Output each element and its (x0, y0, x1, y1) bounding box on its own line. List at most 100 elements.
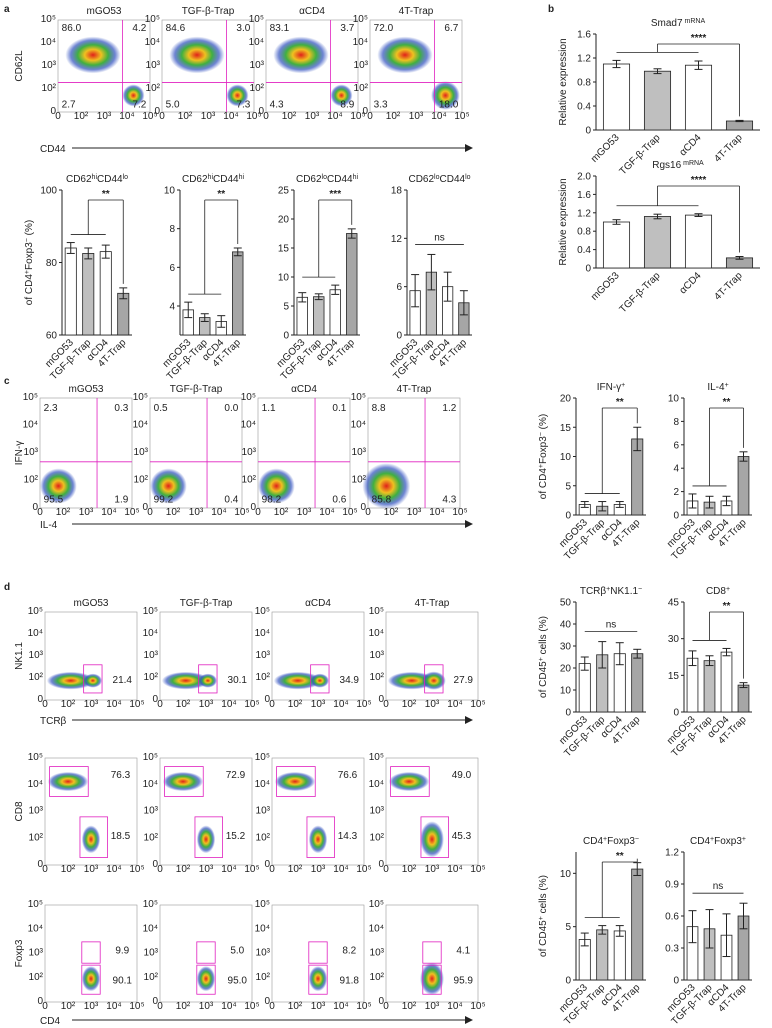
flow-density (150, 468, 187, 504)
y-tick-label: 10 (278, 273, 290, 284)
gate-label: 0.6 (332, 495, 346, 506)
flow-tick-label: 10⁴ (255, 779, 270, 790)
y-tick-label: 10 (560, 686, 572, 697)
panel-label: a (4, 4, 10, 15)
flow-density (388, 771, 430, 792)
flow-tick-label: 10⁴ (447, 864, 462, 875)
flow-tick-label: 10⁴ (221, 699, 236, 710)
flow-tick-label: 10³ (407, 507, 422, 518)
flow-tick-label: 10³ (311, 1001, 326, 1012)
flow-tick-label: 0 (362, 106, 368, 117)
error-bar (119, 287, 128, 300)
error-bar (612, 59, 621, 69)
flow-tick-label: 10² (144, 972, 159, 983)
flow-y-label: IFN-γ (14, 441, 25, 465)
flow-tick-label: 10⁵ (351, 392, 366, 403)
chart-title-part: mRNA (681, 160, 704, 167)
flow-x-label: CD4 (40, 1016, 60, 1027)
flow-tick-label: 0 (383, 864, 389, 875)
bar (737, 684, 750, 713)
y-tick-label: 30 (668, 634, 680, 645)
flow-tick-label: 10³ (84, 699, 99, 710)
flow-tick-label: 10⁵ (129, 1001, 144, 1012)
error-bar (705, 495, 714, 509)
flow-tick-label: 10⁵ (454, 111, 469, 122)
gate-label: 5.0 (230, 946, 244, 957)
y-axis-label-part: of CD4 (24, 274, 35, 306)
flow-tick-label: 10⁵ (244, 1001, 259, 1012)
flow-density (46, 671, 95, 690)
chart-title-part: lo (123, 174, 129, 181)
flow-tick-label: 0 (365, 507, 371, 518)
gate-label: 85.8 (372, 495, 392, 506)
significance-label: ** (616, 851, 624, 862)
flow-tick-label: 10² (384, 507, 399, 518)
flow-tick-label: 10² (282, 111, 297, 122)
gate-label: 1.2 (442, 403, 456, 414)
error-bar (653, 68, 662, 75)
flow-tick-label: 10⁴ (353, 37, 368, 48)
flow-density (258, 468, 295, 504)
chart-title-part: hi (353, 174, 359, 181)
flow-tick-label: 10⁴ (333, 864, 348, 875)
chart-title-part: + (725, 382, 729, 389)
y-tick-label: 6 (673, 440, 679, 451)
error-bar (739, 451, 748, 462)
chart-title-part: TCRβ (580, 586, 607, 597)
x-tick-label: 4T-Trap (712, 270, 745, 303)
bar (737, 456, 750, 516)
gate (306, 816, 335, 858)
error-bar (633, 862, 642, 876)
gate-label: 4.2 (132, 23, 146, 34)
error-bar (694, 60, 703, 70)
flow-tick-label: 0 (147, 507, 153, 518)
flow-tick-label: 0 (37, 694, 43, 705)
flow-tick-label: 10⁴ (143, 923, 158, 934)
flow-tick-label: 10⁵ (470, 1001, 485, 1012)
flow-tick-label: 10² (288, 1001, 303, 1012)
gate (196, 964, 216, 995)
y-tick-label: 1.2 (665, 848, 679, 859)
y-axis-label: of CD4+Foxp3− (%) (24, 220, 36, 305)
flow-tick-label: 10² (402, 1001, 417, 1012)
gate-label: 27.9 (454, 675, 474, 686)
bar (631, 653, 644, 713)
flow-tick-label: 10³ (256, 948, 271, 959)
error-bar (580, 656, 589, 671)
flow-tick-label: 10³ (134, 447, 149, 458)
gate-label: 72.0 (374, 23, 394, 34)
flow-density (273, 671, 322, 690)
chart-title-part: CD44 (97, 174, 123, 185)
y-tick-label: 0.6 (665, 912, 679, 923)
flow-tick-label: 10⁴ (143, 628, 158, 639)
flow-density (377, 36, 433, 74)
flow-density (226, 84, 249, 107)
flow-tick-label: 10⁴ (106, 864, 121, 875)
flow-title: mGO53 (73, 598, 108, 609)
y-tick-label: 0 (673, 511, 679, 522)
flow-density (420, 821, 444, 858)
y-axis-label-part: cells (%) (538, 616, 549, 657)
gate (198, 664, 218, 694)
gate-label: 8.2 (342, 946, 356, 957)
chart-title-part: hi (208, 174, 214, 181)
flow-density (431, 81, 460, 110)
y-tick-label: 45 (668, 598, 680, 609)
bar (602, 63, 631, 131)
error-bar (66, 242, 75, 254)
flow-tick-label: 10³ (201, 111, 216, 122)
gate (49, 766, 89, 797)
chart-title-part: − (638, 586, 642, 593)
flow-tick-label: 10² (61, 699, 76, 710)
flow-density (196, 825, 216, 854)
gate (308, 941, 328, 964)
flow-tick-label: 10⁵ (28, 606, 43, 617)
y-tick-label: 80 (46, 258, 58, 269)
error-bar (331, 284, 340, 295)
chart-title: CD8+ (706, 586, 730, 598)
flow-tick-label: 0 (360, 502, 366, 513)
significance-label: ns (434, 232, 445, 243)
flow-title: αCD4 (299, 6, 325, 17)
gate-label: 18.0 (439, 99, 459, 110)
gate-label: 4.1 (456, 946, 470, 957)
